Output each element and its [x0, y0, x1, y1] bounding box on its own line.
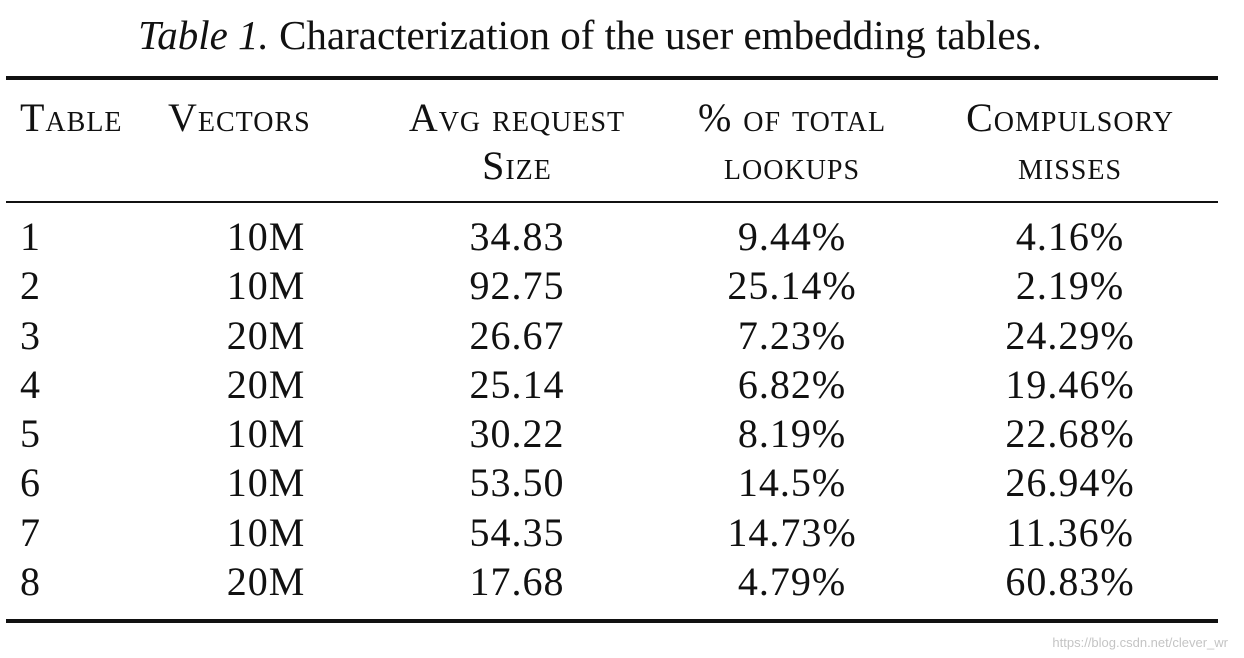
cell-avg-request-size: 25.14	[469, 361, 565, 407]
cell-compulsory-misses: 24.29%	[1005, 312, 1135, 358]
cell-compulsory-misses: 4.16%	[1015, 214, 1125, 259]
header-pct-total-lookups: % of total lookups	[660, 94, 924, 190]
cell-pct-total-lookups: 25.14%	[727, 263, 857, 309]
header-table-line1: Table	[20, 95, 123, 140]
source-watermark: https://blog.csdn.net/clever_wr	[1052, 635, 1228, 650]
header-pct-total-lookups-line1: % of total	[697, 95, 887, 140]
cell-avg-request-size: 26.67	[469, 312, 565, 358]
header-compulsory-misses-line2: misses	[1017, 143, 1123, 188]
cell-compulsory-misses: 11.36%	[1006, 509, 1134, 555]
cell-vectors: 20M	[226, 361, 306, 407]
cell-vectors: 10M	[226, 263, 306, 309]
cell-compulsory-misses: 22.68%	[1005, 411, 1135, 457]
cell-table: 3	[20, 312, 41, 358]
header-vectors: Vectors	[168, 94, 364, 142]
table-row: 4 20M 25.14 6.82% 19.46%	[0, 360, 1244, 409]
cell-pct-total-lookups: 8.19%	[737, 411, 847, 457]
cell-avg-request-size: 53.50	[469, 460, 565, 506]
cell-vectors: 10M	[226, 214, 306, 259]
cell-avg-request-size: 92.75	[469, 263, 565, 309]
cell-pct-total-lookups: 6.82%	[737, 361, 847, 407]
table-row: 5 10M 30.22 8.19% 22.68%	[0, 409, 1244, 458]
cell-table: 4	[20, 361, 41, 407]
header-vectors-line1: Vectors	[168, 95, 311, 140]
table-caption: Table 1. Characterization of the user em…	[0, 10, 1180, 60]
table-body: 1 10M 34.83 9.44% 4.16% 2 10M 92.75 25.1…	[0, 212, 1244, 606]
cell-avg-request-size: 17.68	[469, 559, 565, 605]
header-avg-request-size: Avg request Size	[376, 94, 658, 190]
caption-text: Characterization of the user embedding t…	[279, 12, 1042, 58]
table-row: 1 10M 34.83 9.44% 4.16%	[0, 212, 1244, 261]
table-row: 6 10M 53.50 14.5% 26.94%	[0, 458, 1244, 507]
cell-vectors: 10M	[226, 460, 306, 506]
cell-vectors: 10M	[226, 411, 306, 457]
table-row: 8 20M 17.68 4.79% 60.83%	[0, 557, 1244, 606]
table-row: 2 10M 92.75 25.14% 2.19%	[0, 261, 1244, 310]
header-compulsory-misses-line1: Compulsory	[966, 95, 1174, 140]
header-table: Table	[20, 94, 150, 142]
top-rule	[6, 76, 1218, 80]
header-avg-request-size-line2: Size	[482, 143, 552, 188]
cell-table: 7	[20, 509, 41, 555]
cell-vectors: 20M	[226, 312, 306, 358]
cell-pct-total-lookups: 9.44%	[737, 214, 847, 259]
table-row: 3 20M 26.67 7.23% 24.29%	[0, 311, 1244, 360]
table-row: 7 10M 54.35 14.73% 11.36%	[0, 508, 1244, 557]
cell-vectors: 20M	[226, 559, 306, 605]
header-pct-total-lookups-line2: lookups	[723, 143, 861, 188]
cell-avg-request-size: 30.22	[469, 411, 565, 457]
cell-table: 6	[20, 460, 41, 506]
cell-table: 1	[20, 214, 41, 259]
cell-compulsory-misses: 2.19%	[1015, 263, 1125, 309]
bottom-rule	[6, 619, 1218, 623]
cell-table: 8	[20, 559, 41, 605]
caption-label: Table 1.	[138, 12, 269, 58]
cell-pct-total-lookups: 14.5%	[737, 460, 847, 506]
cell-compulsory-misses: 60.83%	[1005, 559, 1135, 605]
cell-compulsory-misses: 19.46%	[1005, 361, 1135, 407]
cell-compulsory-misses: 26.94%	[1005, 460, 1135, 506]
cell-avg-request-size: 34.83	[469, 214, 565, 259]
header-compulsory-misses: Compulsory misses	[930, 94, 1210, 190]
header-avg-request-size-line1: Avg request	[408, 95, 626, 140]
cell-vectors: 10M	[226, 509, 306, 555]
cell-pct-total-lookups: 4.79%	[737, 559, 847, 605]
cell-pct-total-lookups: 7.23%	[737, 312, 847, 358]
cell-table: 5	[20, 411, 41, 457]
cell-avg-request-size: 54.35	[469, 509, 565, 555]
cell-pct-total-lookups: 14.73%	[727, 509, 857, 555]
cell-table: 2	[20, 263, 41, 309]
header-rule	[6, 201, 1218, 203]
